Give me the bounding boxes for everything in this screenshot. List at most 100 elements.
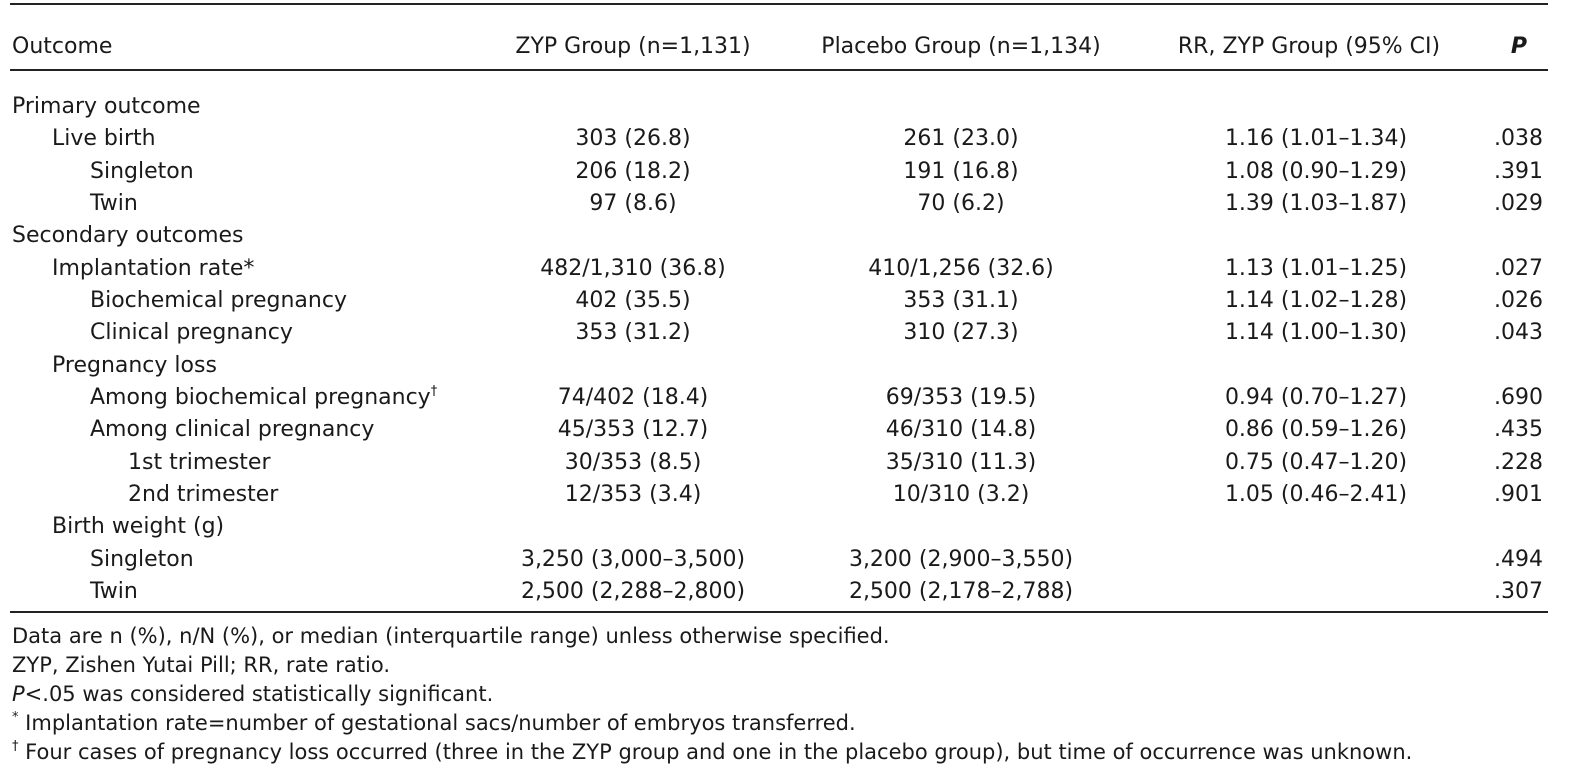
p-cell: .690	[1494, 384, 1543, 410]
placebo-cell: 3,200 (2,900–3,550)	[848, 546, 1074, 572]
row-label: Singleton	[90, 157, 194, 187]
footnote: ZYP, Zishen Yutai Pill; RR, rate ratio.	[12, 650, 390, 680]
placebo-cell: 2,500 (2,178–2,788)	[848, 578, 1074, 604]
row-label: 2nd trimester	[128, 480, 278, 510]
top-rule	[10, 3, 1548, 5]
rr-cell: 0.86 (0.59–1.26)	[1224, 417, 1408, 443]
header-rule	[10, 69, 1548, 71]
zyp-cell: 303 (26.8)	[575, 126, 691, 152]
label-text: Birth weight (g)	[52, 514, 225, 540]
label-text: Clinical pregnancy	[90, 320, 293, 346]
footnote: * Implantation rate=number of gestationa…	[12, 708, 856, 738]
footnote-text: Implantation rate=number of gestational …	[18, 711, 856, 735]
row-label: Secondary outcomes	[12, 221, 244, 251]
label-text: Among biochemical pregnancy	[90, 384, 431, 410]
placebo-cell: 10/310 (3.2)	[892, 481, 1030, 507]
placebo-cell: 261 (23.0)	[903, 126, 1019, 152]
label-text: Among clinical pregnancy	[90, 417, 375, 443]
p-cell: .043	[1494, 320, 1543, 346]
row-label: Twin	[90, 577, 138, 607]
footnote-text: ZYP, Zishen Yutai Pill; RR, rate ratio.	[12, 653, 390, 677]
rr-cell: 1.14 (1.02–1.28)	[1224, 287, 1408, 313]
header-cell: ZYP Group (n=1,131)	[515, 34, 751, 59]
placebo-cell: 191 (16.8)	[903, 158, 1019, 184]
label-text: Singleton	[90, 158, 194, 184]
zyp-cell: 3,250 (3,000–3,500)	[520, 546, 746, 572]
footnote-italic: P	[12, 682, 25, 706]
header-cell: P	[1510, 34, 1527, 59]
placebo-cell: 353 (31.1)	[903, 287, 1019, 313]
p-cell: .029	[1494, 190, 1543, 216]
header-cell: RR, ZYP Group (95% CI)	[1177, 34, 1441, 59]
label-text: Live birth	[52, 126, 156, 152]
row-label: Clinical pregnancy	[90, 318, 293, 348]
footnote-mark: †	[430, 383, 438, 399]
row-label: 1st trimester	[128, 448, 271, 478]
label-text: Primary outcome	[12, 94, 201, 119]
zyp-cell: 2,500 (2,288–2,800)	[520, 578, 746, 604]
label-text: Twin	[90, 190, 138, 216]
footnote-text: Data are n (%), n/N (%), or median (inte…	[12, 624, 890, 648]
rr-cell: 1.39 (1.03–1.87)	[1224, 190, 1408, 216]
p-cell: .435	[1494, 417, 1543, 443]
rr-cell: 0.75 (0.47–1.20)	[1224, 449, 1408, 475]
placebo-cell: 410/1,256 (32.6)	[868, 255, 1054, 281]
placebo-cell: 46/310 (14.8)	[885, 417, 1037, 443]
row-label: Implantation rate*	[52, 254, 254, 284]
zyp-cell: 30/353 (8.5)	[564, 449, 702, 475]
bottom-rule	[10, 611, 1548, 613]
p-cell: .038	[1494, 126, 1543, 152]
label-text: 2nd trimester	[128, 481, 279, 507]
footnote-text: <.05 was considered statistically signif…	[24, 682, 494, 706]
rr-cell: 1.16 (1.01–1.34)	[1224, 126, 1408, 152]
row-label: Biochemical pregnancy	[90, 286, 347, 316]
footnote-mark: †	[12, 739, 19, 754]
placebo-cell: 70 (6.2)	[917, 190, 1005, 216]
header-cell: Placebo Group (n=1,134)	[821, 34, 1101, 59]
row-label: Primary outcome	[12, 92, 201, 122]
footnote-text: Four cases of pregnancy loss occurred (t…	[18, 740, 1413, 764]
placebo-cell: 310 (27.3)	[903, 320, 1019, 346]
zyp-cell: 97 (8.6)	[589, 190, 677, 216]
label-text: Secondary outcomes	[12, 223, 244, 249]
rr-cell: 0.94 (0.70–1.27)	[1224, 384, 1408, 410]
label-text: Implantation rate*	[52, 255, 255, 281]
p-cell: .228	[1494, 449, 1543, 475]
label-text: Biochemical pregnancy	[90, 287, 347, 313]
rr-cell: 1.08 (0.90–1.29)	[1224, 158, 1408, 184]
label-text: 1st trimester	[128, 449, 271, 475]
rr-cell: 1.05 (0.46–2.41)	[1224, 481, 1408, 507]
p-cell: .391	[1494, 158, 1543, 184]
rr-cell: 1.14 (1.00–1.30)	[1224, 320, 1408, 346]
p-cell: .901	[1494, 481, 1543, 507]
zyp-cell: 74/402 (18.4)	[557, 384, 709, 410]
header-cell: Outcome	[12, 34, 113, 59]
placebo-cell: 35/310 (11.3)	[885, 449, 1037, 475]
p-cell: .307	[1494, 578, 1543, 604]
p-cell: .494	[1494, 546, 1543, 572]
row-label: Live birth	[52, 124, 156, 154]
zyp-cell: 482/1,310 (36.8)	[540, 255, 726, 281]
footnote: Data are n (%), n/N (%), or median (inte…	[12, 621, 890, 651]
placebo-cell: 69/353 (19.5)	[885, 384, 1037, 410]
label-text: Pregnancy loss	[52, 352, 217, 378]
row-label: Pregnancy loss	[52, 351, 217, 381]
row-label: Birth weight (g)	[52, 512, 224, 542]
zyp-cell: 45/353 (12.7)	[557, 417, 709, 443]
p-cell: .026	[1494, 287, 1543, 313]
footnote-mark: *	[12, 710, 19, 725]
zyp-cell: 353 (31.2)	[575, 320, 691, 346]
row-label: Among biochemical pregnancy†	[90, 383, 437, 413]
zyp-cell: 402 (35.5)	[575, 287, 691, 313]
row-label: Among clinical pregnancy	[90, 415, 374, 445]
row-label: Singleton	[90, 545, 194, 575]
footnote: † Four cases of pregnancy loss occurred …	[12, 737, 1412, 767]
zyp-cell: 206 (18.2)	[575, 158, 691, 184]
p-cell: .027	[1494, 255, 1543, 281]
label-text: Singleton	[90, 546, 194, 572]
label-text: Twin	[90, 578, 138, 604]
footnote: P<.05 was considered statistically signi…	[12, 679, 493, 709]
rr-cell: 1.13 (1.01–1.25)	[1224, 255, 1408, 281]
zyp-cell: 12/353 (3.4)	[564, 481, 702, 507]
